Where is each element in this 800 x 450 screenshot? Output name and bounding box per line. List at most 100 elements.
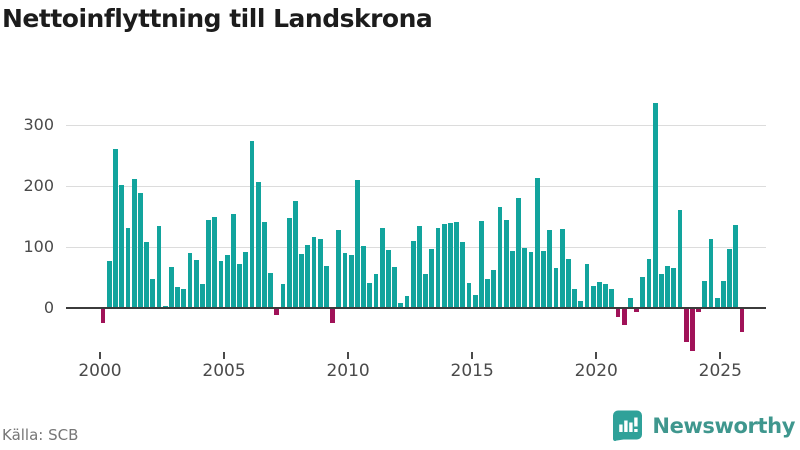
y-tick-label-200: 200	[23, 175, 54, 195]
bar-2017-q1	[522, 247, 528, 308]
bar-2009-q2	[330, 307, 335, 323]
bar-2019-q4	[590, 285, 596, 308]
y-tick-label-100: 100	[23, 236, 54, 256]
bar-2021-q2	[627, 297, 633, 308]
bar-2000-q3	[113, 148, 118, 308]
x-tick-2025	[719, 352, 722, 359]
bar-2004-q2	[206, 220, 211, 308]
bar-2005-q4	[243, 251, 249, 308]
bar-2010-q4	[367, 283, 373, 308]
bar-2017-q2	[528, 251, 534, 308]
bar-2003-q1	[175, 287, 180, 308]
bar-2020-q1	[596, 281, 602, 308]
bar-2001-q3	[137, 193, 143, 308]
bar-2002-q4	[168, 266, 174, 308]
bar-2009-q4	[342, 253, 348, 308]
gridline-200	[66, 185, 766, 187]
bar-2023-q4	[689, 307, 695, 351]
bar-2004-q4	[218, 260, 224, 308]
y-tick-label-300: 300	[23, 114, 54, 134]
bar-2020-q3	[609, 289, 615, 308]
bar-2024-q2	[702, 280, 708, 308]
x-tick-label-2010: 2010	[326, 361, 370, 381]
bar-2003-q2	[181, 288, 187, 308]
bar-2005-q2	[230, 214, 236, 308]
bar-2024-q4	[714, 298, 720, 308]
bar-2012-q1	[398, 302, 404, 308]
bar-2008-q2	[305, 245, 311, 308]
bar-2022-q3	[658, 273, 664, 308]
bar-2009-q1	[324, 266, 329, 308]
y-tick-label-0: 0	[43, 297, 54, 317]
bar-2013-q3	[435, 227, 441, 308]
bar-2004-q1	[199, 284, 205, 308]
bar-2010-q1	[348, 255, 354, 308]
bar-2014-q2	[454, 222, 460, 308]
bar-2016-q1	[497, 206, 503, 308]
bar-2016-q4	[516, 198, 522, 308]
x-tick-label-2025: 2025	[698, 361, 742, 381]
bar-2017-q3	[534, 177, 540, 308]
bar-2015-q2	[479, 220, 484, 308]
bar-2022-q1	[646, 259, 652, 308]
bar-2010-q3	[361, 245, 367, 308]
bar-2002-q2	[156, 226, 162, 308]
x-tick-label-2020: 2020	[574, 361, 618, 381]
zero-line	[66, 306, 766, 309]
bar-2025-q3	[733, 224, 739, 308]
bar-2021-q3	[634, 307, 639, 313]
bar-2010-q2	[355, 180, 360, 308]
bar-2006-q2	[255, 182, 261, 308]
bar-2001-q4	[144, 241, 149, 308]
bar-2000-q1	[100, 307, 106, 324]
bar-2000-q2	[106, 261, 112, 308]
bar-2021-q4	[640, 277, 646, 308]
x-tick-label-2005: 2005	[202, 361, 246, 381]
bar-2008-q1	[299, 254, 304, 308]
bar-2016-q2	[503, 220, 509, 308]
bar-2005-q1	[224, 255, 230, 308]
bar-2013-q2	[429, 248, 435, 308]
bar-2019-q3	[584, 263, 590, 308]
bar-2007-q4	[292, 200, 298, 308]
bar-2007-q3	[286, 218, 292, 308]
bar-2008-q4	[317, 238, 323, 308]
bar-2021-q1	[621, 307, 627, 326]
bar-2023-q1	[671, 268, 677, 308]
bar-2005-q3	[237, 264, 242, 308]
bar-2009-q3	[336, 230, 342, 308]
bar-2012-q2	[404, 295, 410, 308]
bar-2020-q2	[603, 283, 608, 308]
bar-2015-q1	[472, 295, 478, 308]
bar-2006-q4	[268, 273, 273, 308]
bar-2011-q3	[386, 249, 391, 308]
bar-2002-q1	[150, 279, 156, 308]
x-tick-label-2015: 2015	[450, 361, 494, 381]
x-tick-2020	[595, 352, 598, 359]
bar-2006-q1	[249, 140, 255, 308]
bar-2012-q4	[417, 226, 422, 308]
bar-2024-q3	[708, 238, 714, 308]
bar-2022-q4	[665, 266, 670, 308]
bar-2004-q3	[212, 217, 218, 308]
bar-2011-q2	[379, 227, 385, 308]
bar-2006-q3	[261, 222, 267, 308]
bar-2008-q3	[311, 236, 317, 308]
bar-2025-q4	[739, 307, 745, 332]
gridline-100	[66, 246, 766, 248]
newsworthy-bubble-chart-icon	[613, 410, 643, 442]
bar-2013-q4	[441, 223, 447, 308]
x-tick-2010	[347, 352, 350, 359]
bar-2015-q4	[491, 270, 497, 308]
bar-2011-q4	[392, 267, 398, 308]
bar-2025-q1	[720, 280, 726, 308]
bar-2000-q4	[119, 184, 125, 308]
source-caption: Källa: SCB	[2, 426, 79, 444]
bar-2018-q3	[559, 229, 565, 308]
bar-2015-q3	[485, 279, 491, 308]
gridline-300	[66, 124, 766, 126]
bar-2018-q4	[565, 259, 571, 308]
bar-2001-q1	[125, 228, 131, 308]
bar-2017-q4	[541, 251, 546, 308]
